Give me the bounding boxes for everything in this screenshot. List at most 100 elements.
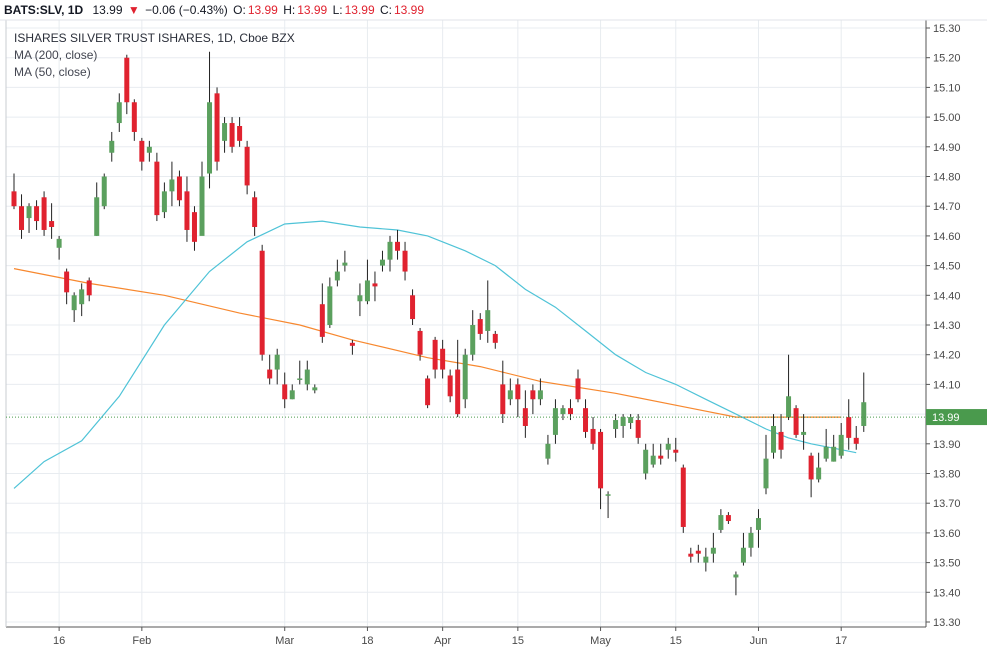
candle-up — [470, 325, 476, 355]
candle-down — [575, 378, 581, 400]
candle-down — [214, 93, 220, 162]
legend-ma200[interactable]: MA (200, close) — [14, 48, 98, 62]
last-price-line: 13.99 — [6, 409, 987, 426]
candle-up — [207, 102, 213, 174]
candle-up — [620, 417, 626, 426]
candle-up — [763, 458, 769, 489]
candle-down — [500, 384, 506, 415]
candle-down — [598, 431, 604, 489]
y-tick-label: 13.40 — [933, 587, 961, 599]
candle-down — [583, 408, 589, 432]
candle-down — [184, 191, 190, 230]
x-tick-label: 17 — [835, 635, 847, 647]
candle-up — [755, 518, 761, 530]
chart-axes: 13.3013.4013.5013.6013.7013.8013.9014.00… — [0, 19, 987, 647]
candle-down — [154, 161, 160, 216]
candle-up — [56, 238, 62, 248]
x-tick-label: Mar — [275, 635, 294, 647]
candle-down — [808, 455, 814, 480]
candle-up — [786, 396, 792, 418]
y-tick-label: 13.60 — [933, 528, 961, 540]
candle-down — [515, 384, 521, 400]
y-tick-label: 13.80 — [933, 469, 961, 481]
candle-up — [379, 259, 385, 266]
candle-down — [131, 102, 137, 132]
candle-down — [492, 333, 498, 343]
y-tick-label: 14.60 — [933, 231, 961, 243]
candle-up — [628, 417, 634, 424]
candle-up — [387, 241, 393, 260]
y-tick-label: 15.20 — [933, 53, 961, 65]
ma50-path — [13, 220, 857, 489]
candle-up — [146, 146, 152, 153]
chart-legend: ISHARES SILVER TRUST ISHARES, 1D, Cboe B… — [14, 30, 295, 81]
candle-up — [643, 449, 649, 474]
candle-down — [11, 191, 17, 207]
candle-down — [590, 428, 596, 444]
candle-up — [733, 574, 739, 578]
candle-down — [259, 250, 265, 355]
candle-down — [86, 280, 92, 296]
candle-down — [695, 550, 701, 554]
candle-down — [282, 384, 288, 400]
chart-title: ISHARES SILVER TRUST ISHARES, 1D, Cboe B… — [14, 31, 295, 45]
candle-up — [605, 494, 611, 496]
candles — [11, 51, 867, 596]
candle-up — [485, 310, 491, 331]
candle-up — [222, 123, 228, 141]
last-price-tag-label: 13.99 — [932, 412, 960, 424]
candle-down — [395, 241, 401, 251]
candle-down — [34, 206, 40, 222]
candle-up — [274, 354, 280, 370]
close-label: C: — [379, 3, 392, 17]
x-tick-label: May — [590, 635, 611, 647]
candle-down — [191, 212, 197, 242]
open-value: 13.99 — [247, 3, 278, 17]
candle-down — [349, 342, 355, 346]
y-tick-label: 13.30 — [933, 617, 961, 629]
y-tick-label: 14.10 — [933, 379, 961, 391]
down-arrow-icon: ▼ — [127, 3, 140, 17]
candle-up — [327, 286, 333, 325]
candle-up — [748, 532, 754, 548]
candle-down — [725, 515, 731, 522]
candle-up — [545, 443, 551, 459]
candle-down — [432, 339, 438, 370]
candle-down — [567, 408, 573, 415]
candle-up — [552, 408, 558, 435]
candle-down — [688, 553, 694, 557]
candle-down — [237, 126, 243, 141]
candle-up — [116, 102, 122, 124]
candle-up — [771, 425, 777, 453]
candle-down — [19, 206, 25, 230]
last-price: 13.99 — [92, 3, 123, 17]
candle-up — [816, 467, 822, 480]
candle-down — [447, 375, 453, 397]
candle-down — [793, 408, 799, 435]
candle-up — [26, 206, 32, 219]
y-tick-label: 14.40 — [933, 290, 961, 302]
candle-down — [455, 369, 461, 415]
candle-up — [801, 431, 807, 435]
candle-up — [101, 176, 107, 207]
ma200-line — [13, 268, 842, 418]
legend-ma50[interactable]: MA (50, close) — [14, 65, 91, 79]
symbol-name[interactable]: BATS:SLV, 1D — [4, 3, 84, 17]
y-tick-label: 13.50 — [933, 558, 961, 570]
candle-down — [402, 250, 408, 272]
candle-down — [846, 417, 852, 438]
ma50-line — [13, 220, 857, 489]
high-label: H: — [283, 3, 296, 17]
ma200-path — [13, 268, 842, 418]
candle-up — [297, 378, 303, 380]
candle-up — [357, 295, 363, 302]
candle-up — [289, 390, 295, 400]
candle-down — [124, 57, 130, 103]
candle-down — [417, 330, 423, 355]
x-tick-label: Jun — [750, 635, 768, 647]
last-price-tag — [926, 409, 987, 426]
candle-up — [161, 191, 167, 213]
candle-up — [831, 446, 837, 462]
x-tick-label: 18 — [361, 635, 373, 647]
